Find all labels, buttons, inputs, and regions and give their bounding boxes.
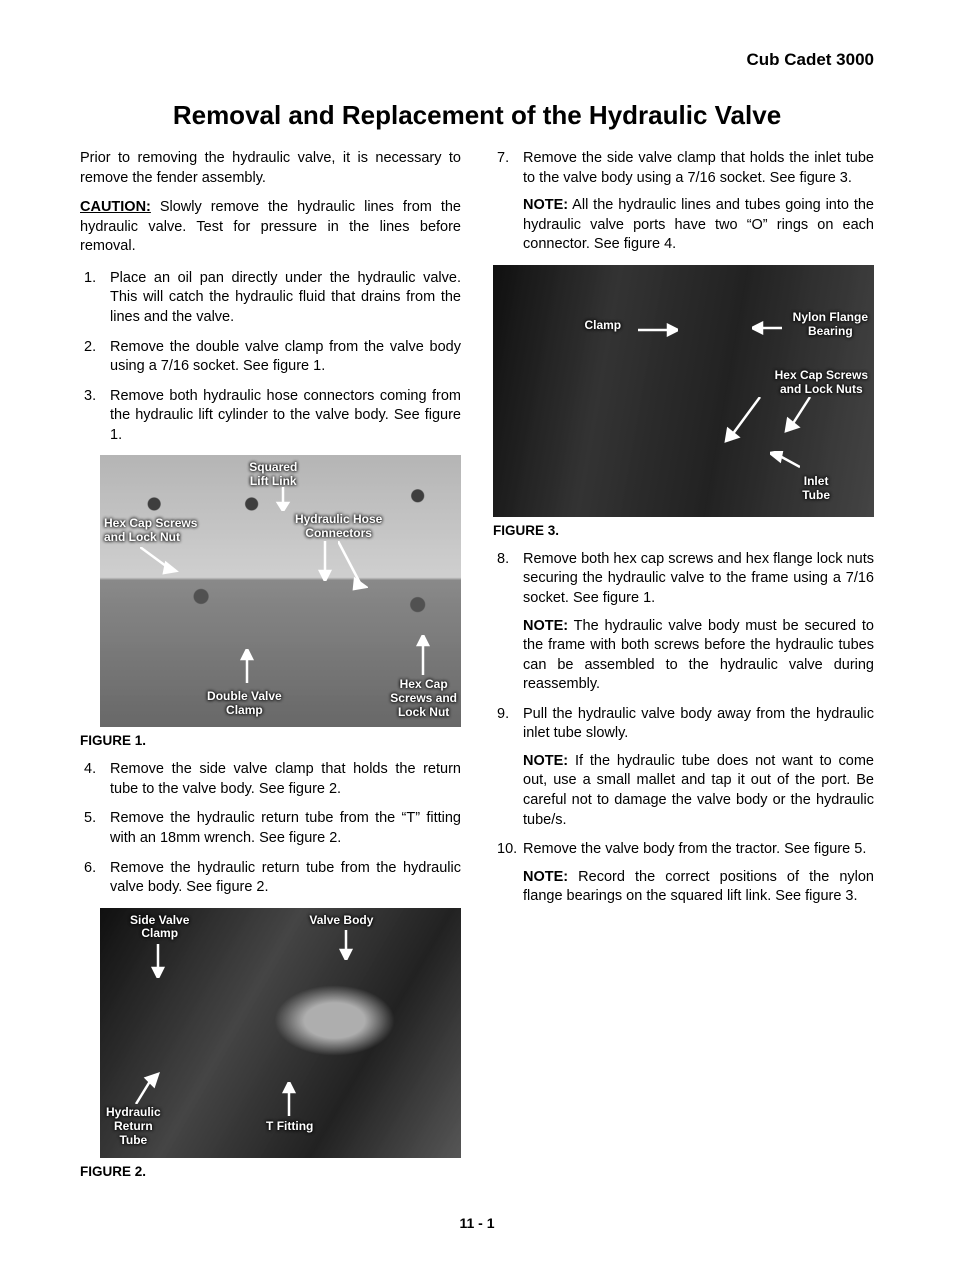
note-label: NOTE:	[523, 869, 568, 885]
page-title: Removal and Replacement of the Hydraulic…	[80, 100, 874, 131]
caution-paragraph: CAUTION: Slowly remove the hydraulic lin…	[80, 198, 461, 257]
callout-squared-lift-link: SquaredLift Link	[249, 461, 297, 489]
step-8: Remove both hex cap screws and hex flang…	[493, 550, 874, 695]
content-columns: Prior to removing the hydraulic valve, i…	[80, 149, 874, 1191]
step-4: Remove the side valve clamp that holds t…	[80, 760, 461, 799]
callout-nylon-flange: Nylon FlangeBearing	[793, 311, 868, 339]
step-9-text: Pull the hydraulic valve body away from …	[523, 706, 874, 742]
intro-text: Prior to removing the hydraulic valve, i…	[80, 149, 461, 188]
step-3: Remove both hydraulic hose connectors co…	[80, 387, 461, 446]
header-brand: Cub Cadet 3000	[80, 50, 874, 70]
arrow-icon	[338, 541, 368, 591]
step-7-text: Remove the side valve clamp that holds t…	[523, 150, 874, 186]
arrow-icon	[724, 397, 764, 443]
arrow-icon	[150, 944, 166, 978]
callout-return-tube: HydraulicReturnTube	[106, 1106, 161, 1147]
step-10-note: NOTE: Record the correct positions of th…	[523, 868, 874, 907]
callout-hex-cap-left: Hex Cap Screwsand Lock Nut	[104, 517, 197, 545]
figure-1-caption: FIGURE 1.	[80, 733, 461, 748]
arrow-icon	[317, 541, 333, 581]
callout-hex-cap-right: Hex CapScrews andLock Nut	[390, 678, 457, 719]
page-number: 11 - 1	[80, 1215, 874, 1231]
arrow-icon	[770, 451, 800, 471]
callout-inlet-tube: InletTube	[802, 475, 830, 503]
note-label: NOTE:	[523, 197, 568, 213]
caution-label: CAUTION:	[80, 199, 151, 215]
figure-2: Side ValveClamp Valve Body T Fitting Hyd…	[100, 908, 461, 1158]
step-10: Remove the valve body from the tractor. …	[493, 840, 874, 907]
callout-valve-body: Valve Body	[309, 914, 373, 928]
step-7: Remove the side valve clamp that holds t…	[493, 149, 874, 255]
arrow-icon	[140, 547, 180, 577]
steps-list-right-7: Remove the side valve clamp that holds t…	[493, 149, 874, 255]
figure-2-caption: FIGURE 2.	[80, 1164, 461, 1179]
note-10-body: Record the correct positions of the nylo…	[523, 869, 874, 905]
step-9: Pull the hydraulic valve body away from …	[493, 705, 874, 830]
steps-list-left-1-3: Place an oil pan directly under the hydr…	[80, 269, 461, 446]
step-6: Remove the hydraulic return tube from th…	[80, 859, 461, 898]
note-9-body: If the hydraulic tube does not want to c…	[523, 753, 874, 828]
callout-hex-cap-screws: Hex Cap Screwsand Lock Nuts	[775, 369, 868, 397]
steps-list-left-4-6: Remove the side valve clamp that holds t…	[80, 760, 461, 897]
step-5: Remove the hydraulic return tube from th…	[80, 809, 461, 848]
step-9-note: NOTE: If the hydraulic tube does not wan…	[523, 752, 874, 830]
step-7-note: NOTE: All the hydraulic lines and tubes …	[523, 196, 874, 255]
arrow-icon	[638, 323, 678, 337]
callout-side-valve-clamp: Side ValveClamp	[130, 914, 189, 942]
arrow-icon	[273, 487, 293, 511]
figure-1: SquaredLift Link Hex Cap Screwsand Lock …	[100, 455, 461, 727]
arrow-icon	[281, 1082, 297, 1116]
arrow-icon	[237, 649, 257, 683]
callout-t-fitting: T Fitting	[266, 1120, 313, 1134]
step-8-text: Remove both hex cap screws and hex flang…	[523, 551, 874, 606]
left-column: Prior to removing the hydraulic valve, i…	[80, 149, 461, 1191]
step-2: Remove the double valve clamp from the v…	[80, 338, 461, 377]
step-1: Place an oil pan directly under the hydr…	[80, 269, 461, 328]
figure-3-caption: FIGURE 3.	[493, 523, 874, 538]
callout-hydraulic-hose: Hydraulic HoseConnectors	[295, 513, 382, 541]
callout-clamp: Clamp	[584, 319, 621, 333]
callout-double-valve-clamp: Double ValveClamp	[207, 690, 282, 718]
note-8-body: The hydraulic valve body must be secured…	[523, 618, 874, 693]
note-label: NOTE:	[523, 753, 568, 769]
arrow-icon	[784, 397, 814, 433]
note-7-body: All the hydraulic lines and tubes going …	[523, 197, 874, 252]
note-label: NOTE:	[523, 618, 568, 634]
right-column: Remove the side valve clamp that holds t…	[493, 149, 874, 1191]
arrow-icon	[413, 635, 433, 675]
step-8-note: NOTE: The hydraulic valve body must be s…	[523, 617, 874, 695]
arrow-icon	[338, 930, 354, 960]
arrow-icon	[752, 321, 782, 335]
steps-list-right-8-10: Remove both hex cap screws and hex flang…	[493, 550, 874, 907]
step-10-text: Remove the valve body from the tractor. …	[523, 841, 866, 857]
arrow-icon	[130, 1070, 160, 1104]
figure-3: Clamp Nylon FlangeBearing Hex Cap Screws…	[493, 265, 874, 517]
